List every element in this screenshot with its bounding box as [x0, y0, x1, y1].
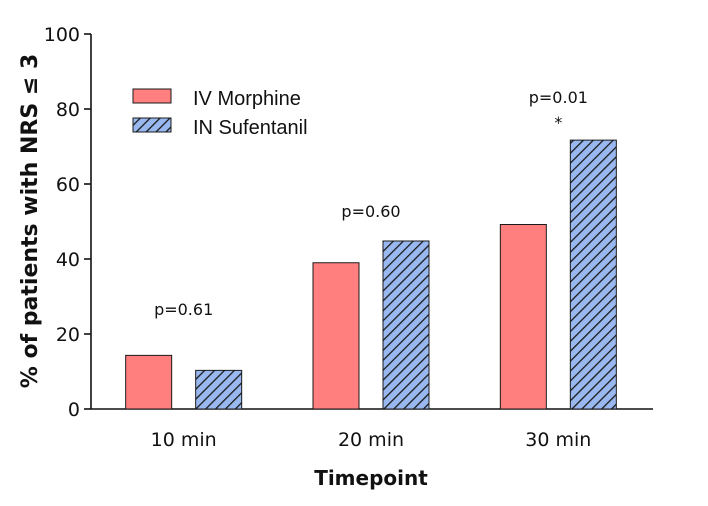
y-tick-label: 80 [56, 99, 80, 121]
significance-mark-30-min: * [554, 113, 562, 132]
bar-in-sufentanil-20-min [382, 240, 430, 410]
bar-in-sufentanil-30-min [569, 139, 617, 410]
bar-iv-morphine-10-min [125, 354, 173, 410]
p-value-10-min: p=0.61 [154, 300, 213, 319]
legend: IV Morphine IN Sufentanil [132, 88, 308, 139]
annotations: p=0.61 p=0.60 p=0.01 * [154, 88, 588, 319]
y-axis: 0 20 40 60 80 100 [44, 24, 92, 421]
bar-in-sufentanil-10-min [195, 369, 243, 410]
p-value-20-min: p=0.60 [341, 202, 400, 221]
y-tick-label: 0 [68, 399, 80, 421]
y-tick-label: 40 [56, 249, 80, 271]
y-tick-label: 100 [44, 24, 80, 46]
legend-label-iv-morphine: IV Morphine [193, 88, 301, 110]
y-axis-title: % of patients with NRS ≤ 3 [18, 54, 43, 389]
legend-label-in-sufentanil: IN Sufentanil [193, 117, 308, 139]
x-tick-label-10-min: 10 min [151, 429, 217, 451]
legend-swatch-iv-morphine [132, 88, 172, 104]
bar-iv-morphine-30-min [499, 224, 547, 410]
x-tick-label-20-min: 20 min [338, 429, 404, 451]
p-value-30-min: p=0.01 [529, 88, 588, 107]
legend-swatch-in-sufentanil [132, 117, 172, 133]
y-tick-label: 20 [56, 324, 80, 346]
x-tick-label-30-min: 30 min [525, 429, 591, 451]
x-axis-title: Timepoint [314, 466, 428, 490]
bar-iv-morphine-20-min [312, 262, 360, 410]
y-tick-label: 60 [56, 174, 80, 196]
bars [125, 139, 617, 410]
x-axis: 10 min 20 min 30 min [91, 408, 653, 451]
